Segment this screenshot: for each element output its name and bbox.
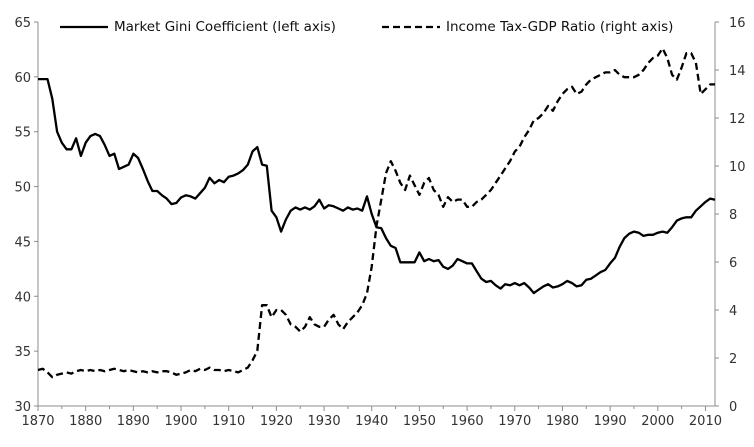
y-right-tick-label: 10	[729, 160, 746, 175]
x-tick-label: 1950	[403, 414, 436, 429]
x-tick-label: 1980	[546, 414, 579, 429]
x-tick-label: 2010	[689, 414, 722, 429]
y-right-tick-label: 4	[729, 304, 737, 319]
x-tick-label: 1960	[451, 414, 484, 429]
y-left-tick-label: 50	[14, 181, 31, 196]
y-left-tick-label: 65	[14, 16, 31, 31]
legend: Market Gini Coefficient (left axis) Inco…	[60, 19, 673, 35]
x-tick-label: 1970	[498, 414, 531, 429]
y-left-tick-label: 35	[14, 345, 31, 360]
x-tick-label: 1990	[594, 414, 627, 429]
y-right-tick-label: 12	[729, 112, 746, 127]
tick-labels: 1870 1880 1890 1900 1910 1920 1930 1940 1950 1960…	[14, 16, 745, 429]
x-tick-label: 1900	[164, 414, 197, 429]
y-right-tick-label: 14	[729, 64, 746, 79]
y-right-tick-label: 8	[729, 208, 737, 223]
x-tick-label: 1930	[308, 414, 341, 429]
y-left-tick-label: 60	[14, 71, 31, 86]
x-tick-label: 1890	[117, 414, 150, 429]
y-left-tick-label: 30	[14, 400, 31, 415]
y-right-tick-label: 6	[729, 256, 737, 271]
x-tick-label: 2000	[641, 414, 674, 429]
x-tick-label: 1910	[212, 414, 245, 429]
y-left-tick-label: 45	[14, 235, 31, 250]
x-tick-label: 1920	[260, 414, 293, 429]
series-line-gini	[38, 77, 716, 295]
y-left-tick-label: 55	[14, 126, 31, 141]
y-left-tick-label: 40	[14, 290, 31, 305]
legend-label-income-tax: Income Tax-GDP Ratio (right axis)	[446, 19, 673, 35]
series-line-income-tax	[37, 47, 715, 379]
y-right-tick-label: 16	[729, 16, 746, 31]
x-tick-label: 1880	[69, 414, 102, 429]
series-lines	[37, 47, 716, 379]
x-tick-label: 1870	[21, 414, 54, 429]
legend-label-gini: Market Gini Coefficient (left axis)	[114, 19, 336, 35]
y-right-tick-label: 2	[729, 352, 737, 367]
axes	[34, 21, 719, 411]
x-tick-label: 1940	[355, 414, 388, 429]
y-right-tick-label: 0	[729, 400, 737, 415]
